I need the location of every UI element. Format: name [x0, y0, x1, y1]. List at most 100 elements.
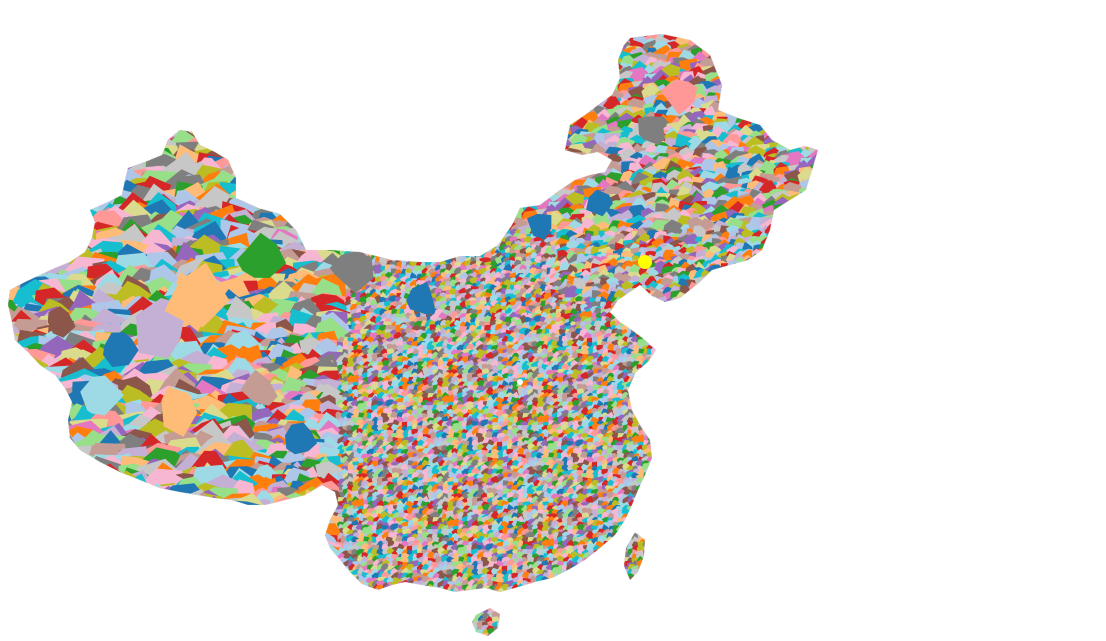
region-cell — [786, 34, 808, 55]
region-cell — [242, 121, 284, 160]
region-cell — [8, 66, 49, 113]
region-cell — [94, 103, 137, 147]
region-cell — [423, 188, 447, 214]
region-cell — [262, 51, 297, 96]
region-cell — [422, 34, 442, 45]
region-cell — [808, 109, 818, 129]
region-cell — [36, 209, 82, 256]
region-cell — [339, 50, 360, 71]
region-cell — [541, 143, 562, 162]
region-cell — [515, 150, 540, 173]
region-cell — [800, 130, 816, 150]
region-cell — [807, 216, 818, 236]
region-cell — [818, 132, 840, 153]
region-cell — [390, 116, 410, 135]
region-cell — [595, 34, 616, 42]
region-cell — [172, 45, 217, 92]
region-cell — [822, 19, 845, 43]
region-cell — [471, 233, 480, 242]
region-cell — [507, 34, 530, 52]
region-cell — [388, 174, 409, 197]
region-cell — [184, 65, 229, 106]
region-cell — [745, 83, 767, 104]
region-cell — [353, 90, 372, 111]
region-cell — [448, 75, 469, 96]
region-cell — [375, 212, 396, 233]
region-cell — [584, 86, 603, 105]
region-cell — [167, 75, 212, 116]
region-cell — [808, 110, 818, 131]
region-cell — [747, 34, 768, 38]
region-cell — [379, 215, 400, 239]
region-cell — [412, 129, 429, 149]
region-cell — [311, 67, 356, 106]
region-cell — [424, 196, 442, 216]
region-cell — [219, 34, 259, 48]
region-cell — [57, 34, 112, 68]
region-cell — [774, 52, 794, 77]
region-cell — [736, 41, 759, 62]
region-cell — [473, 113, 498, 138]
region-cell — [457, 121, 482, 141]
region-cell — [595, 34, 615, 43]
region-cell — [271, 34, 308, 46]
region-cell — [544, 34, 564, 52]
region-cell — [533, 39, 554, 58]
region-cell — [722, 86, 744, 107]
region-cell — [604, 34, 625, 42]
region-cell — [8, 59, 27, 99]
region-cell — [446, 34, 469, 38]
region-cell — [290, 81, 333, 114]
region-cell — [192, 103, 228, 146]
region-cell — [568, 89, 587, 111]
region-cell — [389, 196, 408, 216]
region-cell — [545, 161, 563, 181]
region-cell — [425, 252, 433, 261]
region-cell — [210, 108, 260, 154]
region-cell — [263, 141, 303, 180]
region-cell — [591, 60, 614, 82]
region-cell — [730, 294, 737, 305]
region-cell — [351, 34, 372, 40]
region-cell — [471, 136, 493, 155]
region-cell — [196, 34, 241, 53]
region-cell — [486, 34, 508, 43]
region-cell — [450, 183, 472, 204]
region-cell — [789, 285, 804, 300]
region-cell — [388, 185, 408, 209]
region-cell — [36, 197, 87, 237]
region-cell — [447, 48, 470, 67]
region-cell — [194, 80, 235, 128]
region-cell — [793, 307, 803, 317]
region-cell — [451, 129, 472, 151]
region-cell — [352, 190, 371, 207]
region-cell — [553, 41, 577, 64]
region-cell — [342, 184, 364, 209]
region-cell — [335, 90, 357, 109]
region-cell — [444, 239, 454, 249]
region-cell — [449, 208, 467, 229]
region-cell — [214, 34, 263, 70]
region-cell — [436, 34, 460, 38]
region-cell — [8, 89, 28, 130]
region-cell — [247, 107, 282, 137]
region-cell — [821, 263, 833, 277]
region-cell — [86, 110, 127, 159]
region-cell — [8, 177, 36, 219]
region-cell — [408, 251, 419, 262]
region-cell — [495, 48, 518, 68]
region-cell — [378, 98, 400, 119]
region-cell — [338, 95, 359, 116]
region-cell — [714, 308, 723, 317]
region-cell — [263, 44, 302, 77]
region-cell — [344, 231, 352, 240]
region-cell — [114, 34, 156, 52]
region-cell — [400, 114, 423, 135]
region-cell — [439, 248, 449, 259]
region-cell — [439, 137, 457, 154]
region-cell — [403, 34, 421, 56]
region-cell — [340, 45, 363, 65]
region-cell — [454, 233, 465, 243]
region-cell — [440, 244, 447, 253]
region-cell — [765, 246, 779, 261]
